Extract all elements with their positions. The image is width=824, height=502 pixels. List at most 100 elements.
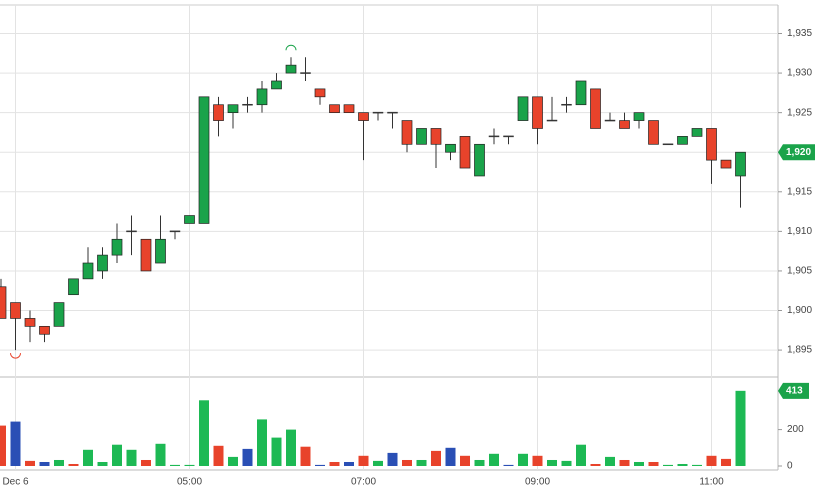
candle-body [720, 159, 732, 169]
candle-body [430, 128, 442, 145]
volume-bar [83, 449, 93, 466]
volume-bar [112, 444, 122, 466]
volume-bar [460, 455, 470, 466]
volume-bar [735, 390, 746, 466]
candle-body [517, 96, 529, 121]
volume-bar [692, 464, 702, 466]
candle-body [169, 230, 181, 233]
candle-body [0, 286, 7, 319]
candle-body [503, 135, 514, 138]
volume-badge-label: 413 [786, 385, 803, 396]
volume-bar [416, 459, 427, 466]
volume-bar [402, 459, 412, 466]
volume-bar [489, 453, 499, 466]
x-tick-label: Dec 6 [2, 477, 29, 488]
candle-body [126, 230, 137, 233]
candle-body [706, 128, 717, 161]
volume-bar [126, 449, 137, 466]
candle-body [474, 143, 485, 177]
volume-bar [54, 459, 64, 466]
y-tick-label: 1,910 [787, 226, 812, 237]
y-tick-label: 1,895 [787, 345, 812, 356]
volume-bar [199, 400, 209, 466]
volume-bar [213, 445, 224, 466]
volume-bar [706, 455, 717, 466]
volume-bar [576, 444, 586, 466]
candle-body [662, 143, 674, 146]
candle-body [39, 325, 50, 335]
volume-bar [271, 437, 282, 466]
candle-body [155, 238, 166, 264]
volume-bar [358, 455, 369, 466]
volume-bar [170, 464, 180, 466]
y-tick-label: 1,930 [787, 68, 812, 79]
candle-body [213, 104, 224, 121]
y-tick-label: 1,935 [787, 28, 812, 39]
volume-bar [300, 446, 311, 466]
volume-bar [373, 460, 383, 466]
y-tick-label: 1,925 [787, 107, 812, 118]
candle-body [68, 278, 79, 296]
volume-bar [561, 460, 572, 466]
candle-body [677, 136, 688, 145]
candle-body [198, 96, 210, 224]
candle-body [445, 143, 456, 153]
candle-body [329, 104, 340, 113]
volume-bar [25, 460, 35, 466]
volume-bar [663, 464, 673, 466]
candle-body [53, 302, 65, 327]
volume-bar [619, 459, 630, 466]
y-tick-label: 1,915 [787, 186, 812, 197]
low-marker [10, 353, 21, 359]
candle-body [111, 238, 123, 256]
x-tick-label: 09:00 [525, 477, 550, 488]
candle-body [358, 112, 369, 121]
volume-bar [155, 443, 166, 466]
candle-body [575, 80, 587, 106]
candle-body [546, 119, 558, 122]
candle-body [561, 103, 572, 106]
volume-bar [503, 464, 514, 466]
y-tick-label: 1,905 [787, 266, 812, 277]
volume-bar [344, 461, 354, 466]
volume-bar [97, 461, 108, 466]
volume-tick-label: 200 [787, 424, 804, 435]
volume-bar [242, 448, 253, 466]
price-badge-label: 1,920 [786, 147, 811, 158]
volume-bar [329, 461, 340, 466]
volume-bar [0, 425, 6, 466]
candle-body [532, 96, 543, 129]
volume-badge [778, 382, 809, 399]
candle-body [24, 318, 36, 327]
volume-bar [228, 456, 238, 466]
volume-bar [387, 452, 398, 466]
candle-body [604, 119, 616, 122]
x-tick-label: 07:00 [351, 477, 376, 488]
volume-bar [634, 461, 644, 466]
candle-body [343, 104, 355, 113]
candle-body [619, 120, 630, 129]
candle-body [314, 88, 326, 98]
volume-bar [721, 458, 731, 466]
candle-body [691, 128, 703, 137]
candle-body [300, 72, 311, 74]
candle-body [633, 112, 645, 121]
price-badge [778, 144, 815, 161]
candle-body [372, 111, 384, 114]
volume-bar [68, 463, 79, 466]
candle-body [242, 103, 253, 106]
candle-body [227, 104, 239, 113]
x-tick-label: 11:00 [699, 477, 724, 488]
candle-body [459, 136, 471, 169]
x-tick-label: 05:00 [177, 477, 202, 488]
volume-bar [39, 461, 50, 466]
candle-body [97, 254, 108, 272]
candle-body [140, 238, 152, 272]
volume-bar [286, 429, 296, 466]
volume-bar [518, 453, 528, 466]
y-tick-label: 1,900 [787, 305, 812, 316]
volume-bar [532, 455, 543, 466]
candle-body [256, 88, 268, 106]
candle-body [10, 302, 21, 319]
candle-body [271, 80, 282, 90]
